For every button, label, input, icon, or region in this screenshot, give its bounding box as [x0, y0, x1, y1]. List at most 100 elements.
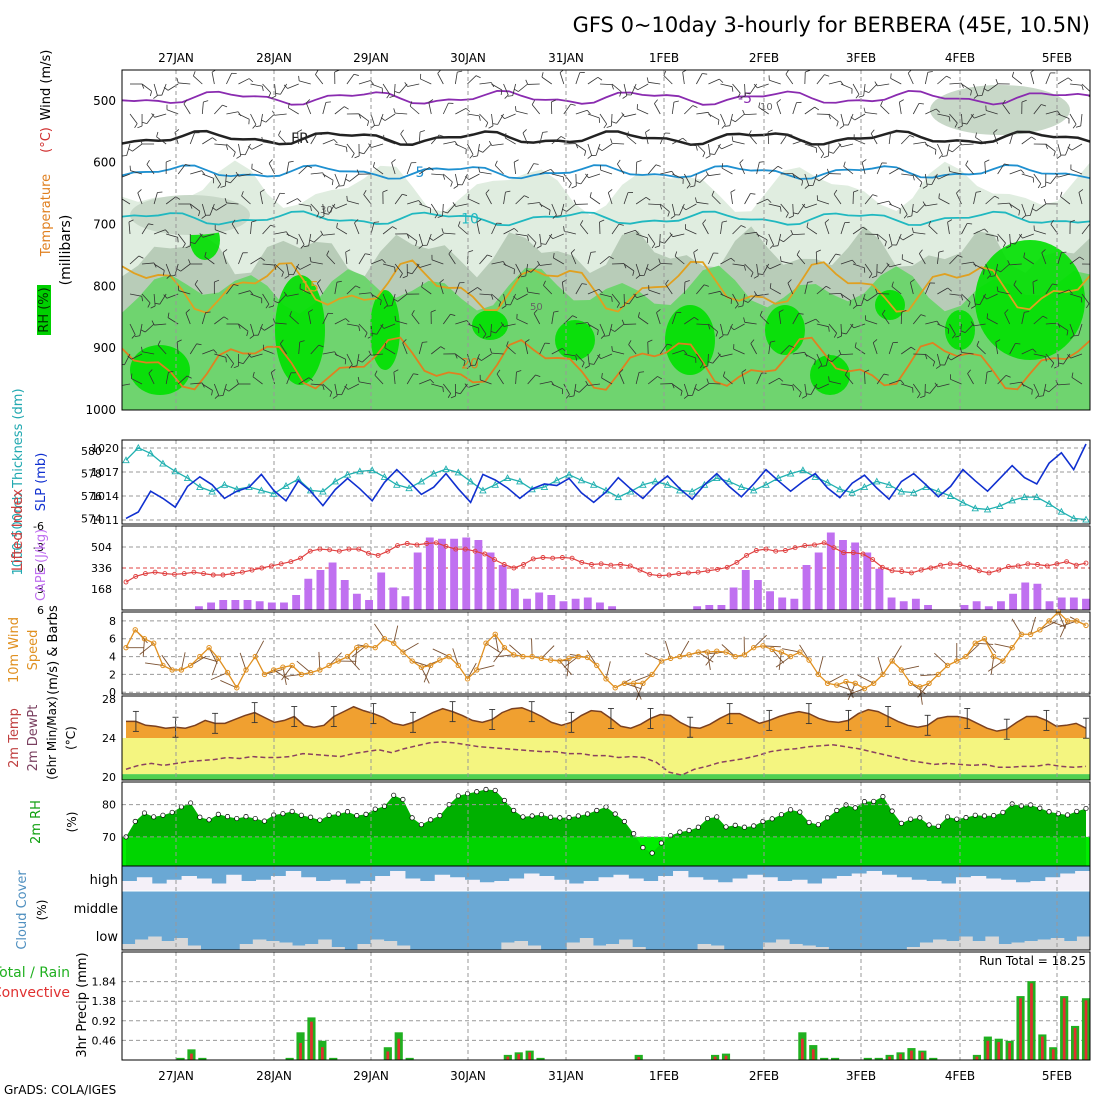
high-cloud-gap — [166, 879, 183, 891]
thickness-point — [959, 498, 967, 506]
rh-point — [898, 820, 904, 826]
precip-convective-bar — [801, 1038, 804, 1060]
date-label-top: 30JAN — [450, 51, 486, 65]
rh-point — [169, 809, 175, 815]
rh-upper-patch — [930, 85, 1070, 135]
wind-speed-point — [594, 662, 600, 669]
thickness-point — [282, 481, 290, 489]
wind-barb — [139, 642, 154, 655]
rh-point — [797, 809, 803, 815]
lifted-index-point — [365, 550, 371, 556]
low-cloud-bar — [776, 939, 790, 950]
cape-bar — [960, 605, 969, 610]
rh-point — [483, 786, 489, 792]
wind-axis-label: 10m Wind — [7, 617, 22, 683]
date-label-bottom: 28JAN — [256, 1069, 292, 1083]
wind-speed-point — [861, 685, 868, 692]
wind-barb — [771, 649, 785, 664]
wind-speed-point — [621, 680, 628, 687]
thickness-tick: 580 — [81, 445, 102, 458]
low-cloud-bar — [789, 944, 803, 950]
low-cloud-bar — [985, 936, 999, 950]
wind-barb — [283, 673, 302, 678]
wind-barb — [541, 645, 555, 659]
pressure-tick: 800 — [93, 279, 116, 293]
lifted-index-point — [162, 571, 168, 577]
wind-tick: 6 — [109, 633, 116, 646]
wind-axis-label: Speed — [26, 630, 41, 671]
lifted-index-point — [889, 568, 895, 574]
high-cloud-gap — [1075, 871, 1091, 891]
isotherm-5 — [122, 164, 1090, 180]
wind-speed-point — [852, 680, 858, 687]
rh-core-90 — [765, 305, 805, 355]
low-cloud-bar — [357, 944, 372, 950]
cape-bar — [875, 568, 884, 610]
rh-point — [769, 816, 775, 822]
precip-frame — [121, 951, 1091, 1061]
thickness-point — [971, 504, 979, 512]
wind-speed-point — [963, 653, 969, 660]
precip-tick: 0.46 — [92, 1034, 117, 1047]
wind-barb — [210, 672, 228, 681]
wind-speed-point — [778, 649, 785, 655]
wind-barb — [318, 651, 321, 670]
rh-point — [538, 812, 544, 818]
wind-barb — [891, 645, 902, 662]
thickness-point — [429, 469, 438, 477]
thickness-point — [1020, 493, 1029, 501]
wind-barb — [559, 660, 572, 675]
precip-convective-bar — [1073, 1028, 1077, 1060]
high-cloud-gap — [1030, 881, 1046, 891]
high-cloud-gap — [360, 881, 376, 891]
lifted-index-point — [385, 548, 391, 554]
wind-speed-point — [464, 676, 471, 682]
low-cloud-bar — [148, 936, 162, 950]
lifted-index-point — [1073, 562, 1079, 568]
lifted-index-point — [142, 571, 148, 577]
precip-convective-bar — [975, 1056, 979, 1060]
lifted-index-point — [773, 548, 779, 554]
low-cloud-bar — [1011, 942, 1026, 950]
cape-li-frame — [121, 525, 1091, 611]
precip-convective-bar — [1084, 1000, 1088, 1060]
isotherm-label: 15 — [301, 279, 319, 295]
wind-speed-point — [723, 649, 729, 655]
low-cloud-bar — [1076, 936, 1091, 950]
precip-legend-convective: Convective — [0, 985, 70, 1001]
wind-speed-point — [880, 671, 886, 678]
rh-point — [871, 798, 877, 804]
lifted-index-point — [608, 562, 614, 568]
precip-convective-bar — [921, 1052, 924, 1060]
lifted-index-point — [317, 546, 323, 552]
rh-core-90 — [810, 355, 850, 395]
rh-point — [575, 813, 581, 819]
wind-speed-point — [455, 662, 462, 669]
cape-bar — [924, 605, 932, 610]
rh-point — [428, 817, 434, 823]
lifted-index-point — [375, 552, 381, 558]
thickness-point — [688, 487, 696, 495]
date-label-bottom: 31JAN — [548, 1069, 584, 1083]
precip-convective-bar — [724, 1055, 728, 1060]
low-cloud-bar — [1037, 939, 1052, 950]
slp-tick: 1011 — [91, 514, 119, 527]
high-cloud-gap — [926, 881, 942, 891]
high-cloud-gap — [553, 879, 570, 891]
high-cloud-gap — [643, 881, 659, 891]
slp-tick: 1020 — [91, 442, 119, 455]
low-cloud-bar — [697, 944, 712, 950]
cape-bar — [401, 596, 410, 610]
pressure-tick: 900 — [93, 341, 116, 355]
thickness-point — [503, 474, 512, 482]
wind-speed-point — [280, 664, 286, 670]
wind-speed-point — [317, 667, 323, 673]
wind-barb — [987, 660, 1004, 672]
cape-bar — [778, 597, 787, 610]
isotherm-label: -5 — [738, 91, 752, 107]
wind-barb — [901, 665, 920, 671]
low-cloud-bar — [161, 941, 175, 950]
date-label-bottom: 2FEB — [749, 1069, 779, 1083]
wind-speed-point — [427, 662, 434, 669]
